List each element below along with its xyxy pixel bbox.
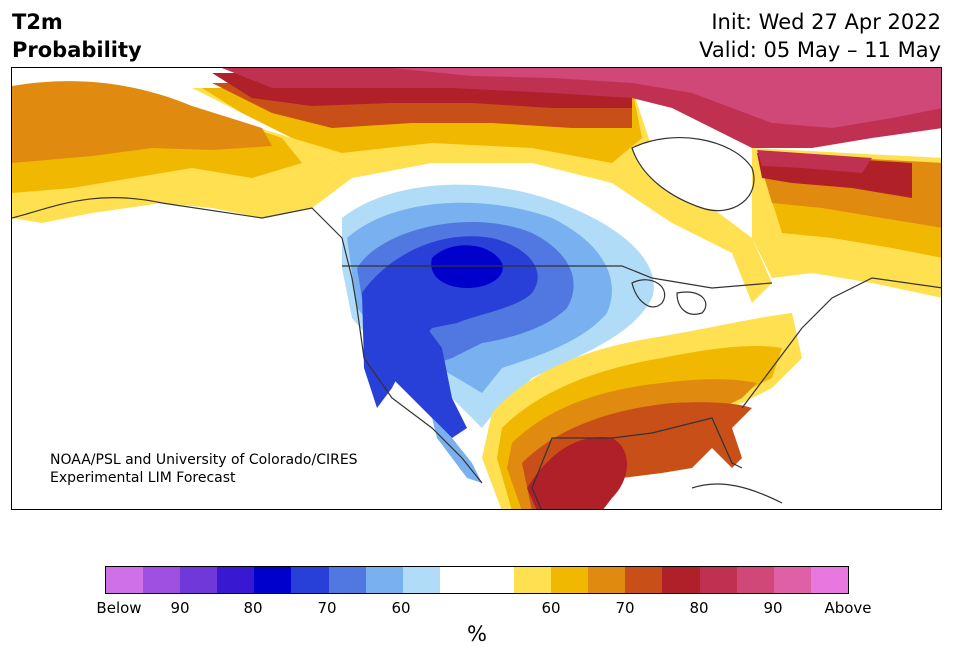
product-title: Probability bbox=[12, 38, 142, 62]
variable-title: T2m bbox=[12, 10, 63, 34]
colorbar-tick-label: 80 bbox=[243, 599, 263, 617]
credit-line-2: Experimental LIM Forecast bbox=[50, 470, 236, 486]
hudson-bay bbox=[631, 137, 755, 212]
texas-red bbox=[527, 437, 627, 509]
colorbar-segment bbox=[365, 567, 403, 593]
gulf-coast bbox=[531, 417, 743, 509]
colorbar-segment bbox=[773, 567, 811, 593]
credit-line-1: NOAA/PSL and University of Colorado/CIRE… bbox=[50, 452, 358, 468]
colorbar-tick-label: 90 bbox=[170, 599, 190, 617]
colorbar-segment bbox=[810, 567, 848, 593]
cuba bbox=[691, 483, 783, 504]
colorbar bbox=[105, 566, 849, 594]
colorbar-tick-label: 70 bbox=[615, 599, 635, 617]
colorbar-tick-label: Above bbox=[824, 599, 872, 617]
hudson-bay-water bbox=[632, 137, 754, 211]
florida-rust bbox=[702, 418, 742, 468]
colorbar-tick-label: 90 bbox=[763, 599, 783, 617]
colorbar-segment bbox=[106, 567, 144, 593]
southwest-royal bbox=[364, 308, 467, 438]
probability-field bbox=[12, 68, 941, 509]
colorbar-segment bbox=[217, 567, 255, 593]
colorbar-segment bbox=[588, 567, 626, 593]
colorbar-segment bbox=[328, 567, 366, 593]
rockies-deep bbox=[431, 245, 503, 288]
valid-date: Valid: 05 May – 11 May bbox=[699, 38, 941, 62]
boundaries bbox=[12, 137, 941, 509]
colorbar-tick-label: 70 bbox=[317, 599, 337, 617]
colorbar-segment bbox=[551, 567, 589, 593]
colorbar-segment bbox=[662, 567, 700, 593]
colorbar-tick-label: 80 bbox=[689, 599, 709, 617]
colorbar-segment bbox=[402, 567, 440, 593]
colorbar-segment bbox=[699, 567, 737, 593]
colorbar-tick-label: 60 bbox=[541, 599, 561, 617]
alaska-orange bbox=[12, 81, 272, 163]
date-block: Init: Wed 27 Apr 2022 Valid: 05 May – 11… bbox=[699, 8, 941, 64]
credit-text: NOAA/PSL and University of Colorado/CIRE… bbox=[50, 451, 358, 487]
map-canvas bbox=[12, 68, 941, 509]
init-date: Init: Wed 27 Apr 2022 bbox=[711, 10, 941, 34]
colorbar-segment bbox=[180, 567, 218, 593]
great-lakes bbox=[631, 279, 707, 315]
east-coast bbox=[741, 277, 941, 409]
forecast-map: NOAA/PSL and University of Colorado/CIRE… bbox=[11, 67, 942, 510]
colorbar-segment bbox=[254, 567, 292, 593]
colorbar-segment bbox=[143, 567, 181, 593]
quebec-crimson bbox=[757, 150, 872, 173]
colorbar-unit: % bbox=[467, 622, 487, 646]
us-canada-border bbox=[342, 265, 773, 289]
colorbar-segment bbox=[439, 567, 515, 593]
colorbar-segment bbox=[514, 567, 552, 593]
colorbar-segment bbox=[625, 567, 663, 593]
colorbar-segment bbox=[736, 567, 774, 593]
arctic-magenta bbox=[392, 68, 941, 128]
title-block: T2m Probability bbox=[12, 8, 142, 64]
colorbar-tick-label: 60 bbox=[391, 599, 411, 617]
colorbar-segment bbox=[291, 567, 329, 593]
colorbar-tick-label: Below bbox=[96, 599, 142, 617]
west-coast bbox=[12, 197, 483, 484]
